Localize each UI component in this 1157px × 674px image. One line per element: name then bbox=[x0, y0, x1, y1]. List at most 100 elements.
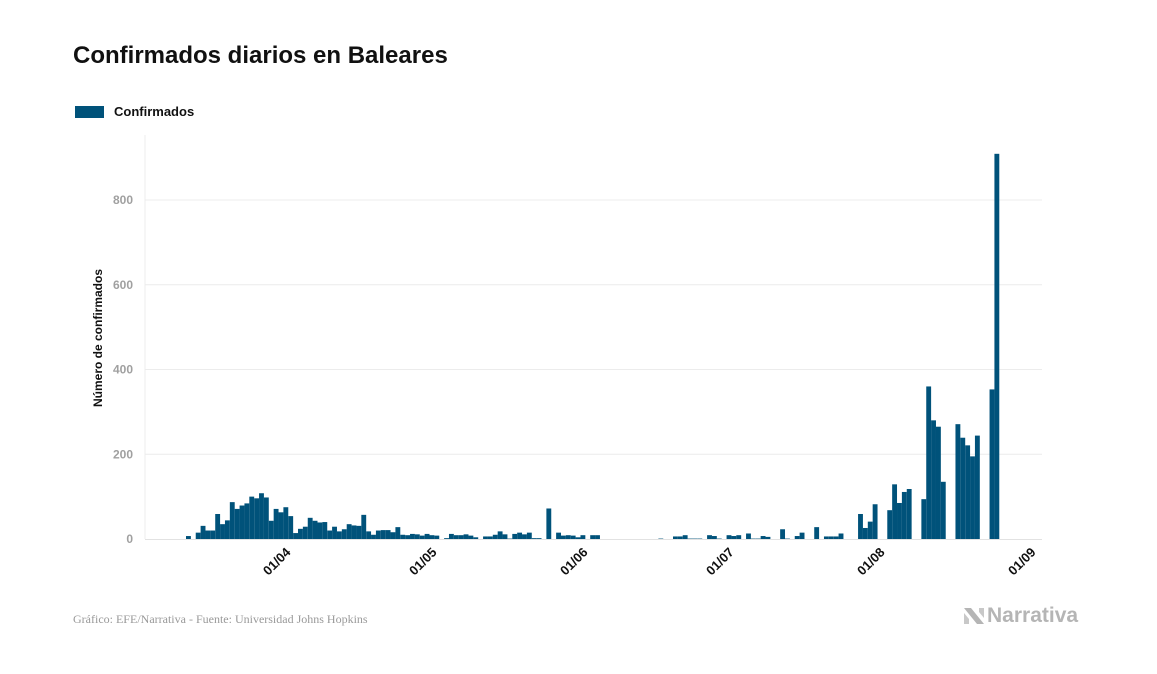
bar bbox=[935, 426, 941, 539]
bar bbox=[862, 527, 868, 539]
bar bbox=[429, 535, 435, 539]
bar bbox=[327, 530, 333, 539]
bar bbox=[317, 522, 323, 539]
bar bbox=[726, 535, 732, 539]
bar bbox=[434, 535, 440, 539]
bar bbox=[926, 386, 932, 539]
bar bbox=[302, 526, 308, 539]
bar bbox=[892, 484, 898, 539]
bar bbox=[346, 524, 352, 539]
bar bbox=[492, 534, 498, 539]
bar bbox=[960, 437, 966, 539]
y-tick-label: 0 bbox=[126, 532, 133, 546]
bar bbox=[570, 535, 576, 539]
bar bbox=[229, 502, 235, 539]
bar bbox=[580, 535, 586, 539]
bar bbox=[897, 502, 902, 539]
bar bbox=[867, 521, 873, 539]
bar bbox=[536, 538, 542, 539]
bar bbox=[414, 534, 420, 539]
bar bbox=[410, 533, 415, 539]
bar bbox=[278, 512, 284, 539]
chart-title: Confirmados diarios en Baleares bbox=[73, 42, 448, 69]
bar bbox=[293, 533, 299, 539]
bar bbox=[970, 456, 975, 539]
legend: Confirmados bbox=[75, 104, 194, 119]
legend-label: Confirmados bbox=[114, 104, 195, 119]
bar bbox=[974, 435, 980, 539]
bar bbox=[799, 532, 805, 539]
bar bbox=[307, 517, 313, 539]
bar bbox=[760, 536, 766, 539]
bar bbox=[273, 508, 279, 539]
bar bbox=[794, 536, 800, 539]
bar bbox=[239, 505, 245, 539]
bar bbox=[395, 527, 401, 539]
bar bbox=[814, 527, 820, 539]
bar bbox=[780, 529, 786, 539]
bar bbox=[677, 536, 683, 539]
bar bbox=[249, 496, 255, 539]
bar bbox=[746, 533, 751, 539]
narrativa-logo: Narrativa bbox=[963, 604, 1078, 628]
bar bbox=[872, 504, 878, 539]
bar bbox=[765, 536, 771, 539]
bar bbox=[565, 535, 571, 539]
bar bbox=[298, 528, 303, 539]
bar bbox=[366, 531, 372, 539]
bar bbox=[268, 520, 274, 539]
bar bbox=[259, 493, 264, 539]
bar bbox=[322, 522, 328, 539]
bar bbox=[560, 535, 566, 539]
bar bbox=[361, 514, 367, 539]
bar bbox=[234, 508, 240, 539]
bar bbox=[380, 530, 386, 539]
source-footer: Gráfico: EFE/Narrativa - Fuente: Univers… bbox=[73, 612, 368, 626]
bar bbox=[707, 535, 712, 539]
bar bbox=[244, 503, 250, 539]
bar bbox=[332, 526, 337, 539]
bar bbox=[312, 520, 318, 539]
bar bbox=[497, 531, 503, 539]
bar bbox=[590, 535, 596, 539]
bar bbox=[955, 424, 961, 539]
bar bbox=[823, 536, 829, 539]
x-tick-label: 01/07 bbox=[703, 545, 737, 579]
bar bbox=[424, 533, 430, 539]
bar bbox=[931, 420, 936, 539]
bar bbox=[468, 535, 474, 539]
bar bbox=[444, 538, 449, 539]
bar bbox=[263, 497, 269, 539]
bar bbox=[419, 535, 425, 539]
y-tick-label: 800 bbox=[113, 193, 133, 207]
y-tick-label: 400 bbox=[113, 363, 133, 377]
legend-swatch bbox=[75, 105, 104, 118]
bar bbox=[385, 530, 391, 539]
bar bbox=[448, 533, 454, 539]
x-tick-label: 01/04 bbox=[260, 544, 294, 578]
bar bbox=[483, 536, 488, 539]
bar bbox=[288, 516, 294, 539]
y-tick-label: 600 bbox=[113, 278, 133, 292]
bar bbox=[682, 535, 688, 539]
bar bbox=[283, 507, 289, 539]
bar bbox=[210, 530, 216, 539]
y-tick-label: 200 bbox=[113, 447, 133, 461]
bar bbox=[517, 532, 523, 539]
bar bbox=[526, 532, 532, 539]
bar bbox=[736, 535, 742, 539]
bar bbox=[556, 532, 561, 539]
x-tick-label: 01/05 bbox=[406, 545, 440, 579]
bar bbox=[487, 536, 493, 539]
bar bbox=[887, 510, 893, 539]
bar bbox=[906, 488, 912, 539]
bar bbox=[254, 498, 260, 539]
bar bbox=[458, 535, 464, 539]
narrativa-logo-icon bbox=[964, 608, 984, 624]
bar bbox=[220, 524, 225, 539]
bar bbox=[463, 534, 469, 539]
bar bbox=[336, 531, 342, 539]
bar bbox=[575, 537, 581, 539]
bar bbox=[595, 535, 600, 539]
